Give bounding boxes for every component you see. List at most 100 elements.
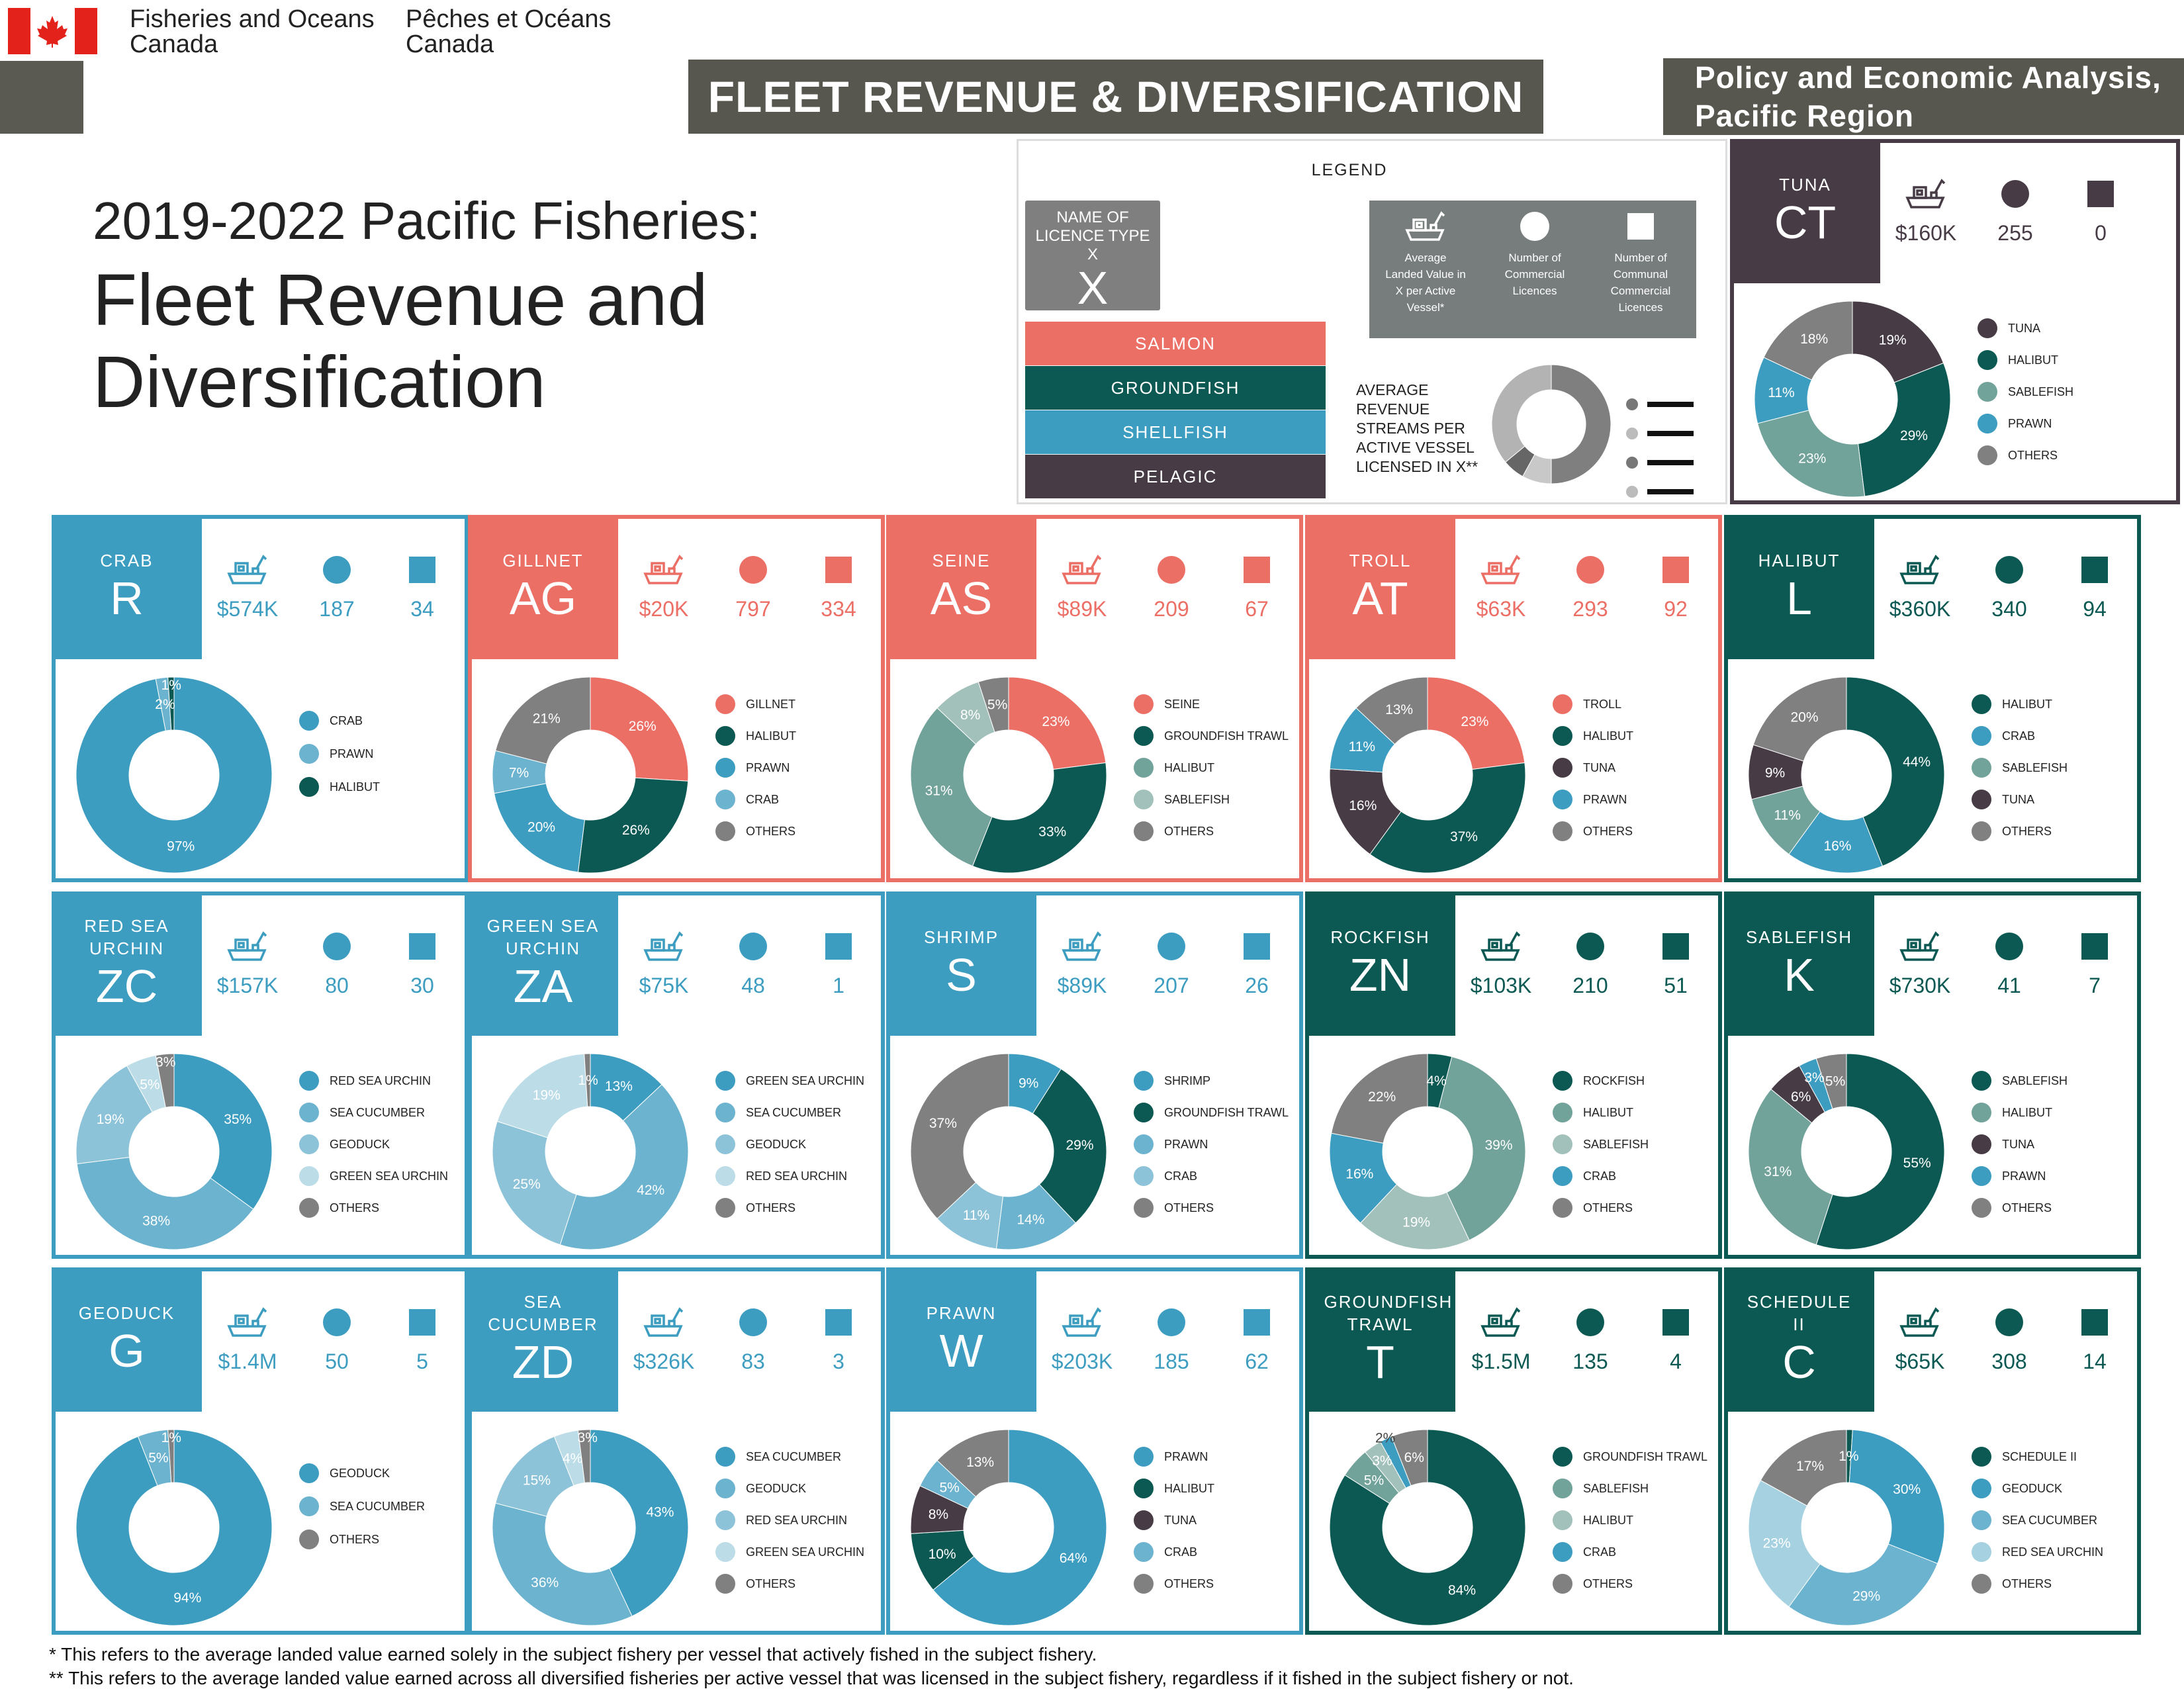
footnote-2: ** This refers to the average landed val… (49, 1668, 1574, 1688)
donut-slice (1359, 1183, 1470, 1250)
donut-slice (75, 1429, 273, 1626)
stat-communal: 92 (1664, 597, 1688, 621)
legend-label: OTHERS (330, 1201, 380, 1214)
fleet-panel-red-sea-urchin: RED SEA URCHIN ZC $157K 80 30 RED SEA URC… (52, 891, 469, 1259)
slice-percent-label: 94% (173, 1590, 201, 1606)
legend-line-icon (1647, 431, 1694, 436)
slice-percent-label: 23% (1461, 714, 1488, 729)
legend-item: CRAB (1972, 726, 2137, 746)
legend-label: SEINE (1164, 697, 1201, 711)
slice-percent-label: 14% (1017, 1212, 1044, 1228)
donut-slice (1331, 1053, 1428, 1144)
slice-percent-label: 31% (925, 784, 953, 799)
legend-label: OTHERS (746, 1201, 796, 1214)
slice-percent-label: 26% (622, 823, 650, 838)
circle-icon (1970, 930, 2049, 963)
slice-percent-label: 8% (960, 708, 980, 723)
stat-avg-value: $160K (1895, 221, 1957, 245)
legend-dot-icon (1972, 694, 1991, 714)
legend-bullet-icon (1626, 428, 1638, 439)
legend-dot-icon (1972, 1166, 1991, 1186)
revenue-donut-chart: 94% 5% 1% (75, 1429, 273, 1626)
slice-percent-label: 9% (1019, 1075, 1038, 1091)
slice-percent-label: 1% (161, 1430, 181, 1445)
square-icon (2055, 553, 2134, 586)
legend-item: SEINE (1134, 694, 1299, 714)
legend-dot-icon (1972, 1510, 1991, 1530)
circle-icon (713, 930, 793, 963)
revenue-donut-chart: 26% 26% 20% 7% 21% (492, 676, 689, 874)
legend-label: HALIBUT (1164, 760, 1215, 774)
region-banner: Policy and Economic Analysis, Pacific Re… (1663, 58, 2184, 135)
licence-code: AG (509, 572, 577, 624)
legend-title: LEGEND (1311, 161, 1388, 179)
legend-dot-icon (1978, 382, 1997, 402)
legend-label: CRAB (1164, 1545, 1198, 1559)
boat-icon (1042, 1306, 1122, 1339)
fleet-panel-gillnet: GILLNET AG $20K 797 334 GILLNET HALIBUT PRA… (468, 515, 885, 882)
circle-icon (1976, 177, 2055, 210)
legend-label: CRAB (330, 713, 363, 727)
legend-line-icon (1647, 489, 1694, 494)
legend-dot-icon (1134, 821, 1154, 841)
donut-slice (155, 1053, 175, 1108)
legend-dot-icon (1134, 1198, 1154, 1218)
slice-percent-label: 3% (578, 1430, 598, 1445)
legend-dot-icon (1972, 726, 1991, 746)
legend-item: SABLEFISH (1978, 382, 2143, 402)
square-icon (1636, 930, 1715, 963)
department-name-en: Fisheries and Oceans Canada (130, 7, 375, 57)
legend-icon-caption: Average Landed Value in X per Active Ves… (1385, 251, 1466, 314)
legend-category-pelagic: PELAGIC (1025, 455, 1326, 498)
circle-icon (297, 930, 377, 963)
licence-name: TUNA (1779, 175, 1831, 195)
legend-item: SEA CUCUMBER (715, 1103, 881, 1122)
stat-avg-value: $730K (1889, 974, 1951, 997)
legend-bullet-icon (1626, 457, 1638, 469)
boat-icon (1886, 177, 1966, 210)
slice-percent-label: 11% (1774, 808, 1800, 823)
legend-label: SCHEDULE II (2002, 1449, 2077, 1463)
legend-label: HALIBUT (1164, 1481, 1215, 1495)
region-line1: Policy and Economic Analysis, (1695, 60, 2161, 95)
licence-code: G (109, 1325, 145, 1377)
slice-percent-label: 22% (1368, 1089, 1396, 1105)
legend-label: CRAB (1164, 1169, 1198, 1183)
revenue-donut-chart: 84% 5% 3% 2% 6% (1329, 1429, 1526, 1626)
donut-slice (577, 1429, 591, 1484)
legend-dot-icon (715, 1103, 735, 1122)
legend-label: TUNA (1164, 1513, 1197, 1527)
revenue-donut-chart: 64% 10% 8% 5% 13% (910, 1429, 1107, 1626)
legend-label: CRAB (746, 792, 780, 806)
legend-item: CRAB (299, 711, 465, 731)
legend-item: OTHERS (1553, 1574, 1718, 1594)
boat-icon (208, 553, 287, 586)
legend-category-groundfish: GROUNDFISH (1025, 366, 1326, 410)
legend-label: OTHERS (1583, 1201, 1633, 1214)
legend-donut-slice (1491, 364, 1552, 463)
square-icon (1591, 207, 1690, 246)
slice-percent-label: 1% (1839, 1449, 1858, 1464)
legend-dot-icon (1553, 1510, 1572, 1530)
stat-communal: 5 (416, 1349, 428, 1373)
legend-label: GILLNET (746, 697, 796, 711)
revenue-donut-chart: 43% 36% 15% 4% 3% (492, 1429, 689, 1626)
legend-dot-icon (1972, 1479, 1991, 1498)
fleet-panel-halibut: HALIBUT L $360K 340 94 HALIBUT CRAB SABLEFI… (1724, 515, 2141, 882)
slice-percent-label: 5% (148, 1451, 168, 1466)
donut-slice (1760, 1429, 1847, 1506)
legend-item: OTHERS (1134, 821, 1299, 841)
legend-item: OTHERS (1134, 1198, 1299, 1218)
legend-icon-box: Average Landed Value in X per Active Ves… (1369, 201, 1696, 338)
stat-communal: 62 (1245, 1349, 1269, 1373)
licence-name: SEINE (932, 551, 991, 571)
legend-dot-icon (1553, 758, 1572, 778)
panel-header: SCHEDULE II C (1724, 1267, 1874, 1412)
legend-dot-icon (715, 758, 735, 778)
slice-percent-label: 18% (1800, 332, 1828, 347)
square-icon (1636, 1306, 1715, 1339)
licence-name: SCHEDULE II (1747, 1292, 1852, 1334)
legend-label: HALIBUT (1583, 1105, 1634, 1119)
legend-item: CRAB (1134, 1542, 1299, 1562)
legend-item: TUNA (1972, 1134, 2137, 1154)
